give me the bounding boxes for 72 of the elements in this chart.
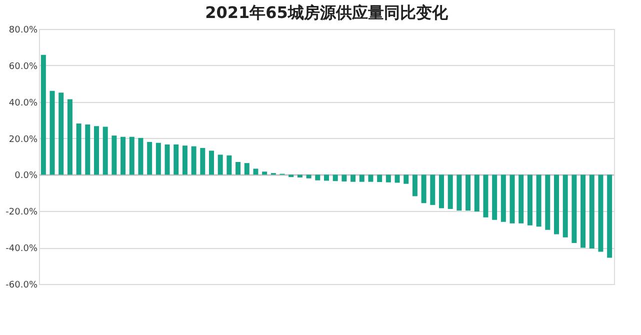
bar [562, 174, 568, 238]
bar [474, 174, 480, 212]
y-tick-label: -60.0% [6, 280, 38, 290]
y-tick-label: 40.0% [8, 98, 38, 108]
bar [386, 174, 391, 182]
bar [40, 54, 46, 175]
bar [156, 142, 161, 175]
bar [85, 124, 90, 175]
bar [421, 174, 426, 204]
bar [483, 174, 488, 218]
bar [536, 174, 542, 227]
bar [58, 92, 64, 175]
bar [102, 126, 108, 175]
bar [456, 174, 462, 211]
bar [350, 174, 356, 182]
bar [50, 90, 55, 175]
bar [297, 174, 302, 178]
bar [129, 136, 134, 175]
bar [209, 150, 214, 175]
bar [324, 174, 329, 181]
bar [67, 99, 72, 175]
bar [182, 146, 188, 175]
bar [500, 174, 506, 222]
bar [510, 174, 515, 224]
y-tick-label: 0.0% [14, 171, 38, 182]
bar [359, 174, 364, 182]
bar [138, 138, 144, 175]
y-tick-label: 20.0% [8, 134, 38, 145]
bar [147, 142, 152, 175]
bar [244, 163, 250, 175]
bar [580, 174, 586, 248]
y-tick-label: -20.0% [6, 208, 38, 218]
chart-title: 2021年65城房源供应量同比变化 [205, 3, 449, 22]
bar [518, 174, 524, 224]
bar [332, 174, 338, 182]
bar [120, 136, 126, 175]
bar [315, 174, 320, 180]
bar [598, 174, 604, 252]
bar [554, 174, 559, 234]
bar [377, 174, 382, 182]
bar [112, 136, 117, 175]
bar [466, 174, 471, 211]
bar [288, 174, 294, 178]
bar [174, 144, 179, 175]
y-tick-label: -40.0% [6, 244, 38, 254]
bar [191, 146, 196, 175]
bar [589, 174, 594, 248]
bar [226, 155, 232, 175]
bar [94, 126, 99, 175]
bar [394, 174, 400, 183]
bar [448, 174, 453, 209]
y-tick-label: 80.0% [8, 26, 38, 36]
bar [164, 144, 170, 175]
bar [262, 172, 268, 175]
bar [430, 174, 436, 205]
bar [342, 174, 347, 182]
bar [545, 174, 550, 230]
y-tick-label: 60.0% [8, 62, 38, 72]
bar [218, 154, 223, 175]
bar [253, 168, 258, 175]
bar [607, 174, 612, 258]
bar [404, 174, 409, 184]
bar [412, 174, 418, 196]
bar [572, 174, 577, 244]
bar [527, 174, 532, 226]
bar [76, 124, 82, 175]
bar [306, 174, 312, 178]
bar [492, 174, 498, 220]
bar [368, 174, 374, 182]
bar [200, 148, 206, 175]
bar [439, 174, 444, 208]
bar [236, 162, 241, 175]
